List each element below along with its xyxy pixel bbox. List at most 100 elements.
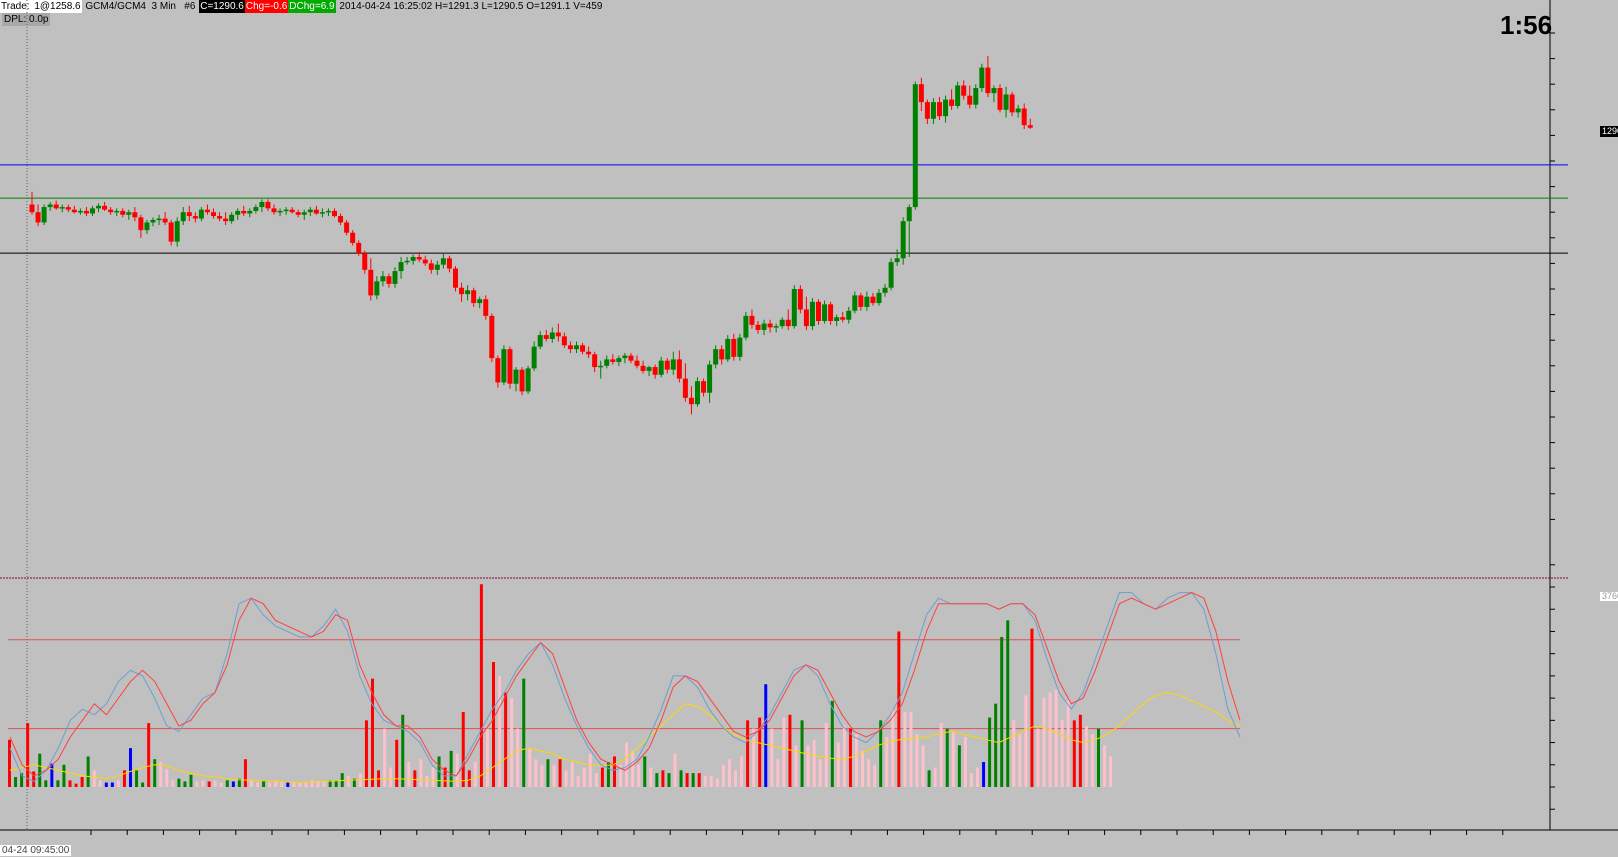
candle-body bbox=[785, 319, 791, 327]
volume-bar bbox=[885, 737, 889, 787]
candle-body bbox=[374, 281, 380, 296]
volume-bar bbox=[1000, 637, 1004, 787]
volume-bar bbox=[225, 780, 229, 787]
close-badge: C=1290.6 bbox=[199, 0, 245, 13]
volume-bar bbox=[806, 745, 810, 787]
candle-body bbox=[180, 212, 186, 222]
volume-bar bbox=[419, 759, 423, 787]
first-bar-time: 04-24 09:45:00 bbox=[0, 845, 72, 856]
candle-body bbox=[531, 346, 537, 369]
candle-body bbox=[356, 242, 362, 254]
candle-body bbox=[967, 95, 973, 105]
candle-body bbox=[961, 85, 967, 96]
volume-bar bbox=[237, 778, 241, 787]
volume-bar bbox=[1048, 692, 1052, 787]
volume-bar bbox=[207, 781, 211, 787]
volume-bar bbox=[243, 759, 247, 787]
candle-body bbox=[144, 222, 150, 231]
candle-body bbox=[223, 218, 229, 222]
volume-bar bbox=[740, 756, 744, 787]
candle-body bbox=[138, 217, 144, 231]
volume-bar bbox=[691, 773, 695, 787]
volume-bar bbox=[982, 762, 986, 787]
volume-bar bbox=[274, 780, 278, 787]
candle-body bbox=[586, 351, 592, 355]
candle-body bbox=[894, 258, 900, 263]
volume-bar bbox=[201, 780, 205, 787]
volume-bar bbox=[256, 782, 260, 787]
candle-body bbox=[90, 208, 95, 214]
candle-body bbox=[259, 201, 265, 208]
candle-body bbox=[102, 205, 108, 210]
volume-bar bbox=[788, 714, 792, 787]
candle-body bbox=[483, 299, 489, 316]
candle-body bbox=[543, 335, 549, 339]
candle-body bbox=[368, 269, 374, 296]
volume-bar bbox=[594, 773, 598, 787]
symbol-text: GCM4/GCM4 3 Min #6 bbox=[82, 1, 199, 12]
volume-bar bbox=[879, 720, 883, 787]
volume-bar bbox=[951, 731, 955, 787]
volume-bar bbox=[395, 739, 399, 787]
candle-body bbox=[979, 67, 985, 89]
volume-bar bbox=[600, 767, 604, 787]
volume-bar bbox=[812, 739, 816, 787]
volume-bar bbox=[842, 725, 846, 787]
candle-body bbox=[525, 368, 531, 392]
volume-bar bbox=[449, 750, 453, 787]
candle-body bbox=[779, 319, 785, 327]
volume-bar bbox=[1042, 698, 1046, 787]
volume-bar bbox=[129, 748, 132, 787]
candle-body bbox=[622, 355, 628, 359]
volume-bar bbox=[1030, 628, 1034, 787]
volume-bar bbox=[534, 759, 538, 787]
candle-body bbox=[864, 296, 870, 307]
volume-bar bbox=[649, 767, 653, 787]
change-badge: Chg=-0.6 bbox=[244, 0, 289, 13]
candle-body bbox=[440, 258, 446, 265]
candle-body bbox=[574, 345, 579, 350]
candle-body bbox=[283, 209, 289, 212]
candle-body bbox=[930, 102, 936, 119]
volume-bar bbox=[485, 728, 489, 787]
volume-bar bbox=[504, 692, 508, 787]
volume-bar bbox=[855, 734, 858, 787]
volume-bar bbox=[528, 748, 532, 787]
candle-body bbox=[658, 360, 664, 375]
candle-body bbox=[459, 287, 465, 295]
candle-body bbox=[507, 349, 513, 384]
volume-bar bbox=[389, 767, 393, 787]
volume-bar bbox=[280, 781, 284, 787]
volume-bar bbox=[401, 714, 405, 787]
candle-body bbox=[628, 355, 634, 361]
candle-body bbox=[277, 210, 283, 213]
volume-bar bbox=[413, 770, 417, 787]
candle-body bbox=[900, 221, 906, 259]
candle-body bbox=[453, 268, 458, 288]
candle-body bbox=[791, 289, 797, 327]
volume-bar bbox=[637, 764, 641, 787]
volume-bar bbox=[606, 762, 610, 787]
candle-body bbox=[96, 205, 102, 209]
candle-body bbox=[325, 210, 331, 213]
candle-body bbox=[513, 369, 519, 384]
volume-bar bbox=[673, 753, 677, 787]
candle-body bbox=[1027, 125, 1033, 128]
volume-bar bbox=[177, 778, 181, 787]
candle-body bbox=[773, 326, 779, 328]
candle-body bbox=[755, 324, 761, 330]
volume-bar bbox=[56, 780, 60, 787]
candle-body bbox=[241, 210, 247, 214]
volume-bar bbox=[14, 777, 18, 787]
volume-bar bbox=[709, 775, 713, 787]
volume-bar bbox=[250, 780, 253, 787]
candle-body bbox=[132, 212, 138, 218]
candle-body bbox=[120, 210, 126, 215]
volume-bar bbox=[1024, 695, 1028, 787]
volume-bar bbox=[516, 728, 520, 787]
volume-bar bbox=[921, 745, 925, 787]
candle-body bbox=[870, 296, 876, 304]
volume-bar bbox=[800, 720, 804, 787]
